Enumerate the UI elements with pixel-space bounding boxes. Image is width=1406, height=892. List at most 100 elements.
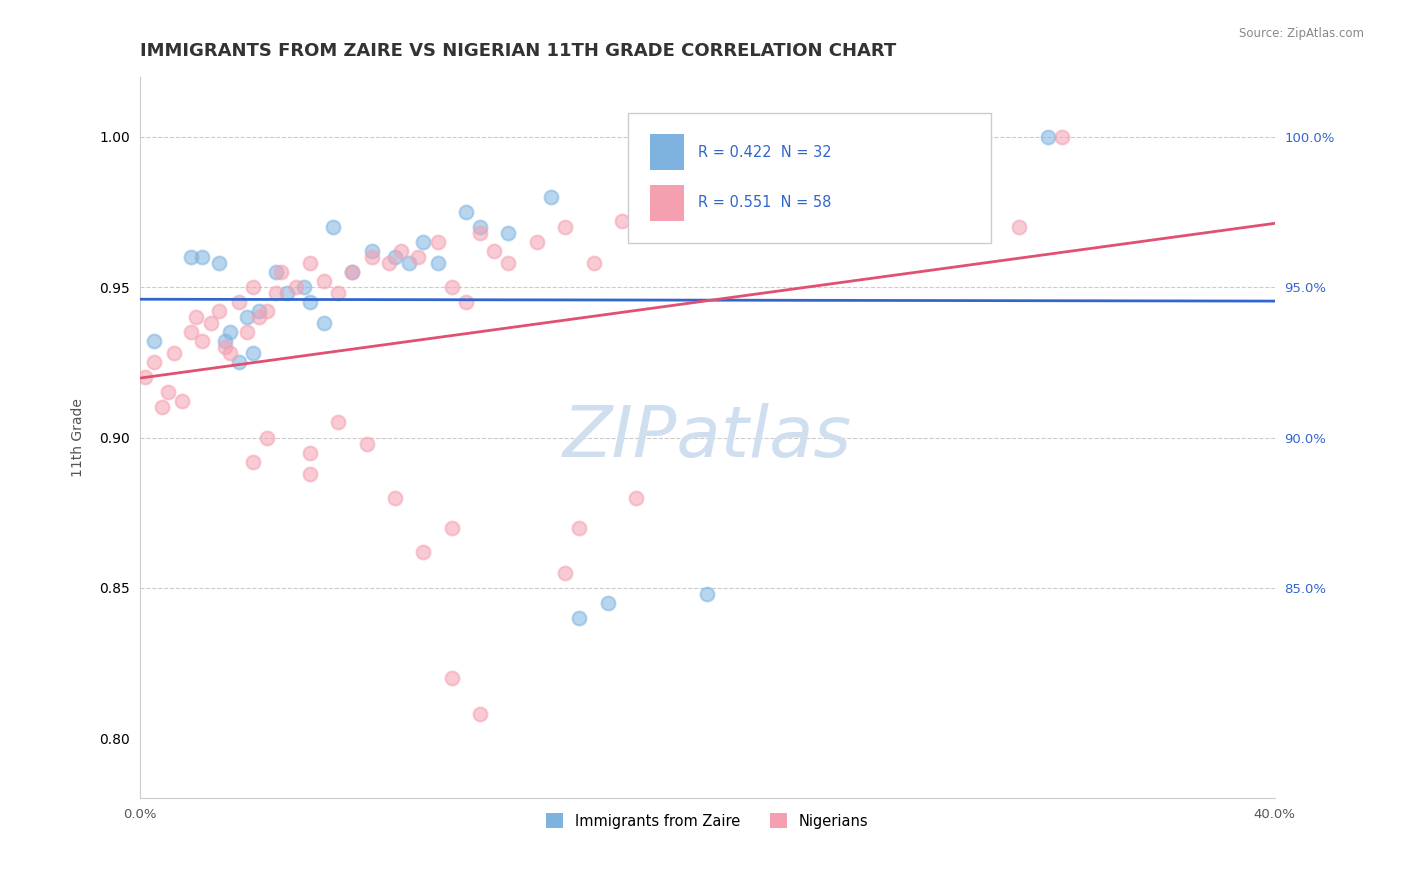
- Point: [214, 334, 236, 349]
- Point: [468, 226, 491, 240]
- Point: [180, 325, 202, 339]
- Point: [150, 401, 173, 415]
- Point: [568, 611, 591, 625]
- Point: [242, 346, 264, 360]
- Point: [342, 265, 364, 279]
- Point: [322, 219, 344, 234]
- Point: [484, 244, 506, 258]
- Text: Source: ZipAtlas.com: Source: ZipAtlas.com: [1239, 27, 1364, 40]
- Point: [214, 340, 236, 354]
- Point: [156, 385, 179, 400]
- Point: [696, 190, 718, 204]
- Point: [236, 310, 259, 325]
- Text: IMMIGRANTS FROM ZAIRE VS NIGERIAN 11TH GRADE CORRELATION CHART: IMMIGRANTS FROM ZAIRE VS NIGERIAN 11TH G…: [139, 42, 896, 60]
- Point: [568, 521, 591, 535]
- Text: ZIPatlas: ZIPatlas: [562, 403, 852, 472]
- Point: [624, 491, 647, 505]
- Point: [228, 355, 250, 369]
- Point: [440, 280, 463, 294]
- Point: [440, 521, 463, 535]
- Point: [328, 286, 350, 301]
- Point: [696, 587, 718, 601]
- Text: R = 0.422  N = 32: R = 0.422 N = 32: [697, 145, 832, 160]
- Bar: [651, 185, 685, 221]
- Point: [292, 280, 315, 294]
- Point: [406, 250, 429, 264]
- FancyBboxPatch shape: [627, 112, 991, 243]
- Point: [454, 295, 477, 310]
- Point: [219, 346, 242, 360]
- Point: [186, 310, 208, 325]
- Point: [582, 256, 605, 270]
- Point: [454, 205, 477, 219]
- Point: [228, 295, 250, 310]
- Bar: [651, 135, 685, 170]
- Point: [312, 274, 335, 288]
- Point: [610, 214, 633, 228]
- Point: [242, 280, 264, 294]
- Point: [208, 304, 231, 318]
- Point: [142, 355, 165, 369]
- Point: [264, 286, 287, 301]
- Point: [596, 596, 619, 610]
- Point: [219, 325, 242, 339]
- Point: [180, 250, 202, 264]
- Legend: Immigrants from Zaire, Nigerians: Immigrants from Zaire, Nigerians: [540, 807, 875, 835]
- Point: [270, 265, 292, 279]
- Point: [468, 707, 491, 722]
- Point: [247, 310, 270, 325]
- Point: [426, 235, 449, 249]
- Point: [398, 256, 420, 270]
- Point: [208, 256, 231, 270]
- Point: [1036, 129, 1059, 144]
- Point: [284, 280, 307, 294]
- Point: [389, 244, 412, 258]
- Point: [163, 346, 186, 360]
- Point: [172, 394, 194, 409]
- Point: [378, 256, 401, 270]
- Point: [264, 265, 287, 279]
- Point: [361, 244, 384, 258]
- Point: [298, 445, 321, 459]
- Point: [191, 250, 214, 264]
- Point: [540, 190, 562, 204]
- Point: [356, 436, 378, 450]
- Point: [412, 545, 434, 559]
- Point: [526, 235, 548, 249]
- Point: [468, 219, 491, 234]
- Point: [624, 190, 647, 204]
- Point: [191, 334, 214, 349]
- Point: [1008, 219, 1031, 234]
- Point: [200, 316, 222, 330]
- Text: R = 0.551  N = 58: R = 0.551 N = 58: [697, 195, 831, 211]
- Point: [256, 431, 278, 445]
- Point: [134, 370, 156, 384]
- Point: [236, 325, 259, 339]
- Point: [554, 566, 576, 580]
- Point: [298, 256, 321, 270]
- Point: [440, 671, 463, 685]
- Point: [312, 316, 335, 330]
- Point: [554, 219, 576, 234]
- Point: [668, 205, 690, 219]
- Point: [247, 304, 270, 318]
- Point: [498, 256, 520, 270]
- Point: [384, 250, 406, 264]
- Point: [342, 265, 364, 279]
- Point: [298, 295, 321, 310]
- Point: [361, 250, 384, 264]
- Point: [1050, 129, 1073, 144]
- Point: [498, 226, 520, 240]
- Point: [412, 235, 434, 249]
- Point: [384, 491, 406, 505]
- Point: [328, 416, 350, 430]
- Point: [640, 226, 662, 240]
- Point: [654, 175, 676, 189]
- Y-axis label: 11th Grade: 11th Grade: [72, 398, 86, 477]
- Point: [142, 334, 165, 349]
- Point: [242, 454, 264, 468]
- Point: [256, 304, 278, 318]
- Point: [426, 256, 449, 270]
- Point: [298, 467, 321, 481]
- Point: [276, 286, 298, 301]
